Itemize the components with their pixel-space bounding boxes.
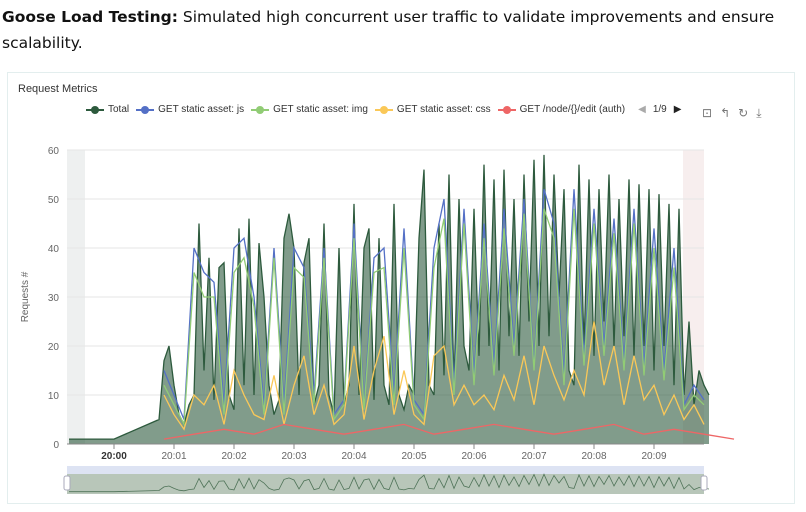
series-line-4 xyxy=(163,423,735,440)
x-tick-label: 20:00 xyxy=(101,451,127,462)
slider-selection xyxy=(67,474,704,494)
legend-item-auth[interactable]: GET /node/{}/edit (auth) xyxy=(497,104,625,115)
x-tick-label: 20:07 xyxy=(521,451,546,462)
y-tick-label: 10 xyxy=(48,391,60,402)
chart-card xyxy=(7,72,795,504)
series-line-1 xyxy=(163,189,705,420)
x-tick-label: 20:03 xyxy=(281,451,306,462)
series-line-0 xyxy=(69,154,710,440)
download-icon[interactable]: ⤓ xyxy=(756,106,762,120)
slider-top-bar xyxy=(67,466,704,474)
legend-item-js[interactable]: GET static asset: js xyxy=(136,104,244,115)
x-tick-label: 20:04 xyxy=(341,451,366,462)
legend-page: 1/9 xyxy=(652,104,667,115)
series-line-3 xyxy=(163,321,705,431)
y-tick-label: 60 xyxy=(48,146,60,157)
legend-item-total[interactable]: Total xyxy=(86,104,129,115)
chart-title: Request Metrics xyxy=(18,83,98,95)
x-tick-label: 20:09 xyxy=(641,451,666,462)
legend-item-css[interactable]: GET static asset: css xyxy=(374,104,491,115)
x-tick-label: 20:02 xyxy=(221,451,246,462)
x-tick-label: 20:01 xyxy=(161,451,186,462)
slider-handle[interactable] xyxy=(700,475,708,491)
legend-prev-icon[interactable]: ◀ xyxy=(638,104,646,115)
zoom-icon[interactable]: ⊡ xyxy=(702,106,713,120)
y-tick-label: 30 xyxy=(48,293,60,304)
slider-preview-line xyxy=(69,473,710,493)
intro-text: Goose Load Testing: Simulated high concu… xyxy=(2,4,802,56)
series-line-2 xyxy=(163,208,705,427)
slider-handle[interactable] xyxy=(63,475,71,491)
y-tick-label: 50 xyxy=(48,195,60,206)
x-tick-label: 20:08 xyxy=(581,451,606,462)
y-axis-label: Requests # xyxy=(20,271,31,322)
y-tick-label: 40 xyxy=(48,244,60,255)
x-tick-label: 20:06 xyxy=(461,451,486,462)
y-tick-label: 0 xyxy=(53,440,59,451)
restore-icon[interactable]: ↻ xyxy=(738,106,749,120)
intro-body: Simulated high concurrent user traffic t… xyxy=(2,8,775,52)
zoom-reset-icon[interactable]: ↰ xyxy=(720,106,731,120)
legend-item-img[interactable]: GET static asset: img xyxy=(251,104,368,115)
legend-next-icon[interactable]: ▶ xyxy=(673,104,682,115)
toolbox: ⊡ ↰ ↻ ⤓ xyxy=(702,106,762,121)
intro-heading: Goose Load Testing: xyxy=(2,8,178,26)
legend: Total GET static asset: js GET static as… xyxy=(86,104,681,115)
x-tick-label: 20:05 xyxy=(401,451,426,462)
series-area-total xyxy=(69,154,709,444)
y-tick-label: 20 xyxy=(48,342,60,353)
data-zoom-slider[interactable] xyxy=(63,466,710,494)
